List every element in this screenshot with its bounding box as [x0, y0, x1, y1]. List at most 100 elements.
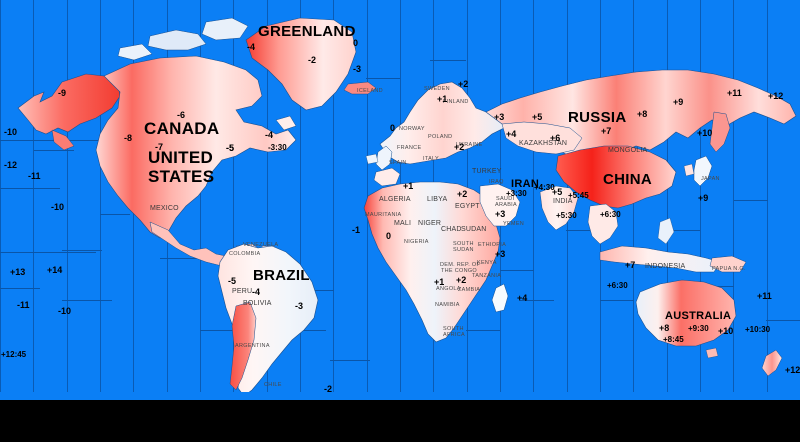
timezone-boundary-jog [300, 290, 334, 291]
utc-offset-label: +10 [697, 128, 713, 138]
utc-offset-label: -11 [17, 300, 30, 310]
country-label: UNITED [148, 148, 214, 167]
utc-offset-label: -7 [155, 142, 164, 152]
utc-offset-label: -1 [352, 225, 361, 235]
utc-offset-label: +1 [434, 277, 445, 287]
utc-offset-label: +10 [718, 326, 734, 336]
utc-offset-label: -12 [4, 160, 18, 170]
utc-offset-label: +4:30 [534, 183, 555, 192]
country-label: VENEZUELA [243, 242, 279, 248]
utc-offset-label: -3 [353, 64, 362, 74]
utc-offset-label: -11 [28, 171, 41, 181]
country-label: MALI [394, 220, 412, 227]
utc-offset-label: -5 [228, 276, 237, 286]
utc-offset-label: -3 [295, 301, 304, 311]
utc-offset-label: -10 [4, 127, 18, 137]
country-label: JAPAN [701, 176, 720, 182]
utc-offset-label: -4 [247, 42, 256, 52]
utc-offset-label: +14 [47, 265, 63, 275]
utc-offset-label: +6:30 [600, 210, 621, 219]
country-label: NAMIBIA [435, 302, 460, 308]
timezone-boundary-jog [0, 288, 40, 289]
utc-offset-label: -4 [265, 130, 274, 140]
utc-offset-label: +3 [495, 209, 506, 219]
utc-offset-label: 0 [390, 123, 396, 133]
timezone-meridian-line [333, 0, 334, 400]
utc-offset-label: -9 [58, 88, 67, 98]
timezone-meridian-line [0, 0, 1, 400]
country-label: MAURITANIA [365, 212, 402, 218]
country-label: INDONESIA [645, 263, 686, 270]
timezone-meridian-line [67, 0, 68, 400]
country-label: INDIA [553, 198, 573, 205]
country-label: SWEDEN [424, 86, 450, 92]
utc-offset-label: -2 [324, 384, 333, 394]
timezone-boundary-jog [500, 270, 534, 271]
country-label: ITALY [423, 156, 439, 162]
utc-offset-label: 0 [353, 38, 359, 48]
country-label: SPAIN [389, 160, 407, 166]
timezone-meridian-line [200, 0, 201, 400]
utc-offset-label: -3:30 [268, 143, 287, 152]
country-label: SUDAN [461, 226, 487, 233]
country-label: THE CONGO [441, 268, 478, 274]
utc-offset-label: +7 [601, 126, 612, 136]
country-label: STATES [148, 167, 215, 186]
utc-offset-label: +12:45 [1, 350, 27, 359]
country-label: IRAQ [489, 179, 504, 185]
landmass-layer [17, 17, 797, 397]
country-label: COLOMBIA [229, 251, 261, 257]
timezone-boundary-jog [62, 300, 112, 301]
timezone-boundary-jog [734, 200, 768, 201]
timezone-boundary-jog [34, 150, 74, 151]
country-label: AFRICA [443, 332, 465, 338]
country-label: NIGER [418, 220, 442, 227]
timezone-boundary-jog [0, 252, 96, 253]
utc-offset-label: +5 [532, 112, 543, 122]
country-label: EGYPT [455, 203, 480, 210]
country-label: CHILE [264, 382, 282, 388]
utc-offset-label: +2 [456, 275, 467, 285]
timezone-boundary-jog [0, 188, 60, 189]
country-label: SOUTH [453, 241, 474, 247]
timezone-meridian-line [700, 0, 701, 400]
timezone-boundary-jog [520, 300, 554, 301]
country-label: SOUTH [443, 326, 464, 332]
utc-offset-label: +2 [454, 142, 465, 152]
country-label: ICELAND [357, 88, 383, 94]
timezone-boundary-jog [466, 330, 500, 331]
utc-offset-label: +5:45 [568, 191, 589, 200]
country-label: AUSTRALIA [665, 310, 732, 322]
country-label: CANADA [144, 119, 220, 138]
country-label: MONGOLIA [608, 147, 648, 154]
utc-offset-label: +9 [673, 97, 684, 107]
utc-offset-label: -10 [58, 306, 72, 316]
timezone-meridian-line [733, 0, 734, 400]
timezone-boundary-jog [566, 230, 600, 231]
utc-offset-label: +8 [637, 109, 648, 119]
utc-offset-label: +2 [457, 189, 468, 199]
timezone-boundary-jog [766, 320, 800, 321]
utc-offset-label: -10 [51, 202, 65, 212]
country-label: FRANCE [397, 145, 422, 151]
country-label: TURKEY [472, 168, 502, 175]
timezone-boundary-jog [430, 60, 466, 61]
country-label: ZAMBIA [458, 287, 481, 293]
utc-offset-label: -8 [124, 133, 133, 143]
country-label: NORWAY [399, 126, 425, 132]
utc-offset-label: +5:30 [556, 211, 577, 220]
country-label: NIGERIA [404, 239, 429, 245]
utc-offset-label: +6 [550, 133, 561, 143]
country-label: BOLIVIA [243, 300, 272, 307]
timezone-meridian-line [33, 0, 34, 400]
map-canvas[interactable]: GREENLAND CANADA UNITED STATES MEXICO BRAZIL P… [0, 0, 800, 400]
timezone-meridian-line [533, 0, 534, 400]
country-label: MEXICO [150, 205, 179, 212]
country-label: DEM. REP. OF [440, 262, 481, 268]
utc-offset-label: +4 [517, 293, 528, 303]
utc-offset-label: +8:45 [663, 335, 684, 344]
timezone-boundary-jog [330, 360, 370, 361]
country-label: UKRAINE [456, 142, 483, 148]
utc-offset-label: +5 [552, 187, 563, 197]
